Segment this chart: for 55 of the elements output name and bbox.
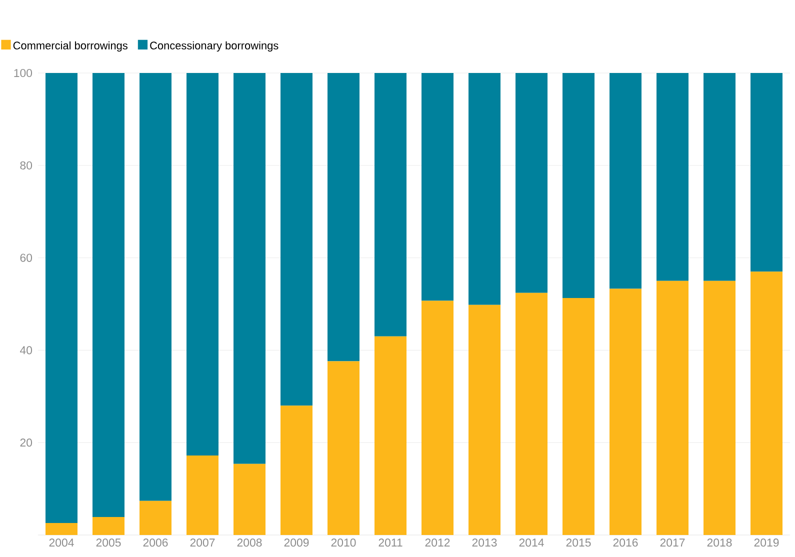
bar [234,72,266,464]
bar [186,72,219,456]
bar [562,72,595,298]
x-tick-label: 2004 [49,538,74,547]
y-tick-label: 80 [20,161,32,170]
bar [46,522,78,535]
bar [140,72,172,501]
x-tick-label: 2017 [660,538,685,547]
bar [328,72,360,362]
x-tick-label: 2019 [754,538,779,547]
bar [656,72,689,281]
bar [92,516,124,535]
bar [46,72,78,523]
x-tick-label: 2018 [707,538,732,547]
x-tick-label: 2007 [190,538,215,547]
y-tick-label: 20 [20,438,32,447]
x-tick-label: 2015 [566,538,591,547]
bar [516,292,548,535]
x-tick-label: 2016 [613,538,638,547]
bar [656,280,689,535]
bar [516,72,548,293]
y-tick-label: 40 [20,346,32,354]
bar [562,298,595,535]
bar [234,464,266,535]
x-tick-label: 2006 [143,538,168,547]
bar [610,288,642,535]
x-tick-label: 2014 [519,538,544,547]
y-tick-label: 60 [20,254,32,262]
bar [704,72,736,281]
bar [92,72,124,517]
bar [374,72,407,336]
bar [374,336,407,535]
x-tick-label: 2009 [284,538,309,547]
bar [468,304,501,535]
y-tick-label: 100 [14,68,32,78]
legend-label: Commercial borrowings [13,41,128,52]
bar [280,72,313,406]
bar [328,361,360,535]
legend-label: Concessionary borrowings [150,41,278,52]
x-tick-label: 2011 [378,538,402,547]
x-tick-label: 2008 [237,538,262,547]
bar [140,500,172,535]
bar [468,72,501,305]
bar [422,72,454,301]
x-tick-label: 2013 [472,538,497,547]
bar [422,300,454,535]
bar [750,272,783,535]
bar [750,72,783,272]
bar [280,406,313,535]
x-tick-label: 2010 [331,538,356,547]
x-tick-label: 2005 [96,538,121,547]
x-tick-label: 2012 [425,538,450,547]
bar [186,456,219,535]
bar [610,72,642,289]
bar [704,280,736,535]
